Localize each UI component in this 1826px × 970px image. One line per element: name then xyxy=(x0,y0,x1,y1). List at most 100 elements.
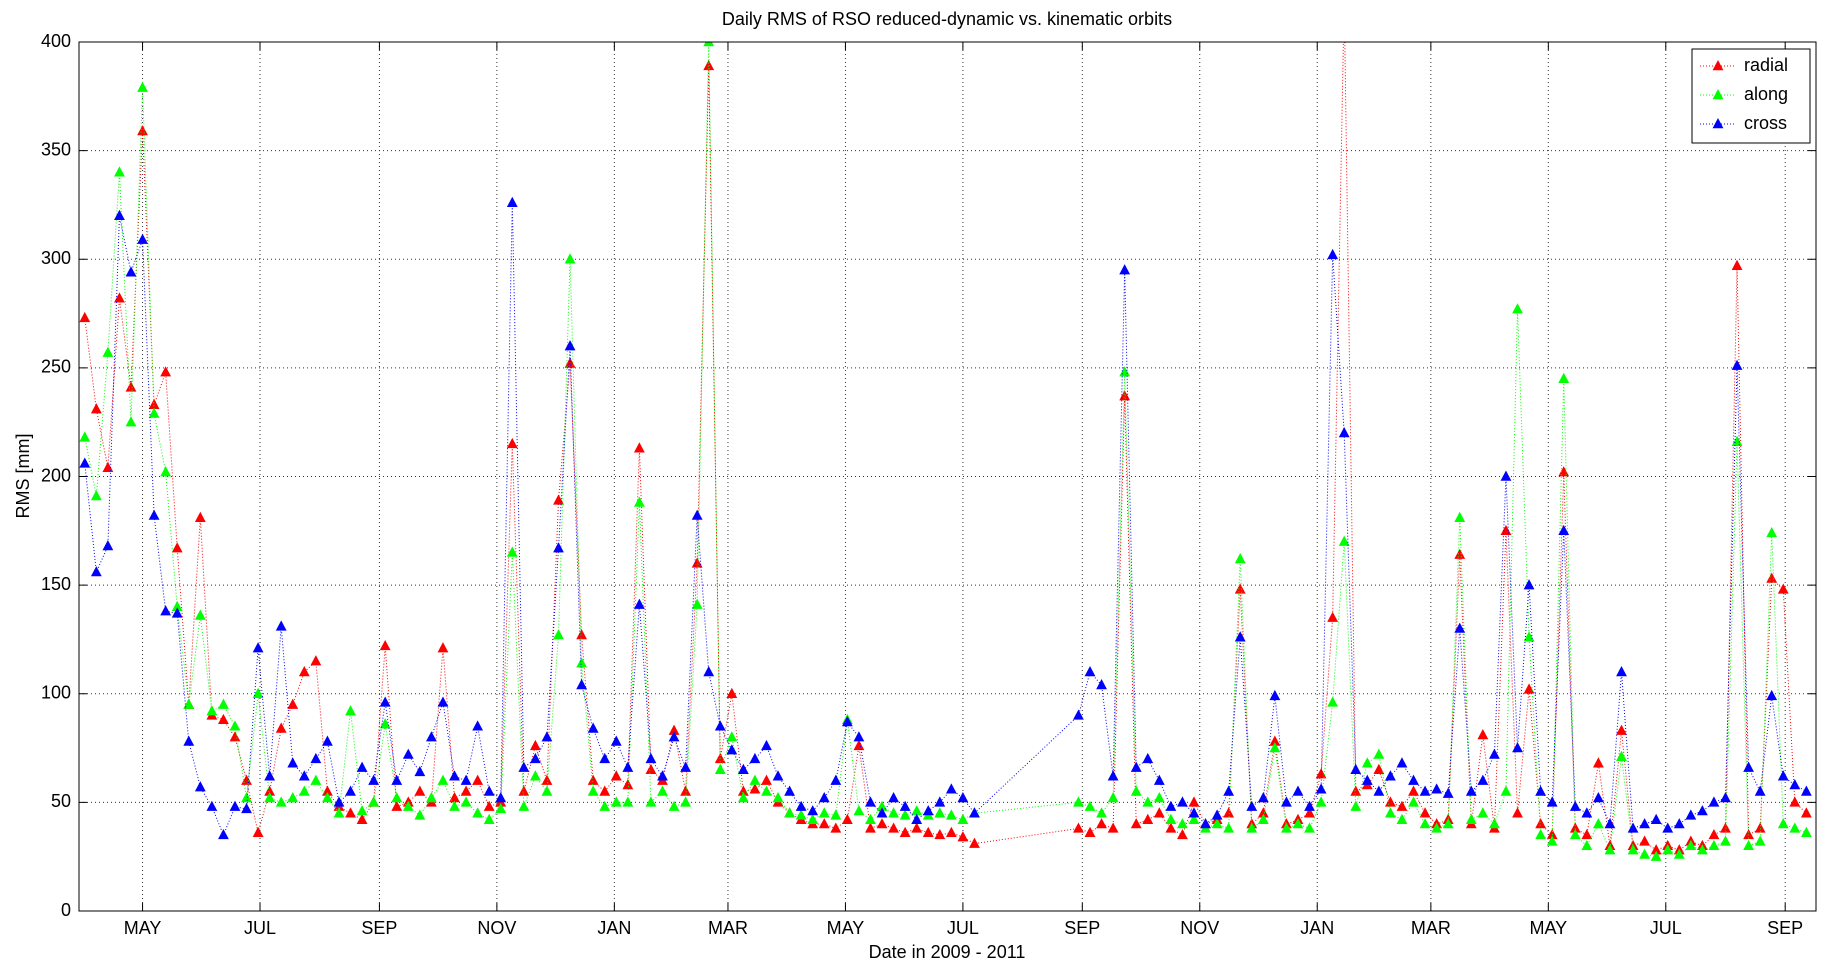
marker xyxy=(1304,807,1315,818)
marker xyxy=(506,437,518,449)
marker xyxy=(264,770,276,781)
marker xyxy=(1696,844,1708,855)
marker xyxy=(183,735,195,746)
marker xyxy=(275,722,287,733)
marker xyxy=(1489,748,1500,759)
marker xyxy=(79,431,91,442)
marker xyxy=(90,566,102,577)
marker xyxy=(1720,835,1731,846)
marker xyxy=(1708,828,1720,840)
marker xyxy=(761,774,772,785)
marker xyxy=(1211,809,1223,820)
marker xyxy=(137,233,148,244)
marker xyxy=(1731,359,1743,370)
marker xyxy=(691,557,703,568)
marker xyxy=(726,744,738,755)
marker xyxy=(772,770,784,781)
marker xyxy=(148,509,160,520)
marker xyxy=(1569,828,1581,840)
marker xyxy=(1084,666,1096,677)
marker xyxy=(171,542,183,553)
x-tick-label: MAR xyxy=(1411,918,1451,938)
x-tick-label: MAY xyxy=(827,918,865,938)
marker xyxy=(1073,796,1084,807)
marker xyxy=(1084,826,1096,837)
chart-title: Daily RMS of RSO reduced-dynamic vs. kin… xyxy=(722,9,1172,29)
marker xyxy=(934,828,946,840)
marker xyxy=(333,796,345,807)
marker xyxy=(379,639,391,651)
marker xyxy=(680,761,692,772)
marker xyxy=(1130,818,1142,829)
marker xyxy=(1281,822,1292,833)
marker xyxy=(1188,813,1200,824)
marker xyxy=(460,774,472,785)
marker xyxy=(1500,785,1512,796)
marker xyxy=(1442,787,1454,798)
marker xyxy=(1569,800,1581,811)
marker xyxy=(472,774,484,785)
marker xyxy=(218,698,229,709)
marker xyxy=(737,792,749,803)
marker xyxy=(645,752,657,764)
marker xyxy=(1777,770,1789,781)
marker xyxy=(1454,622,1466,633)
marker xyxy=(922,826,934,837)
marker xyxy=(252,642,264,653)
marker xyxy=(969,807,980,818)
marker xyxy=(945,783,957,794)
y-tick-label: 50 xyxy=(51,791,71,811)
marker xyxy=(414,809,426,820)
marker xyxy=(622,761,634,772)
x-tick-label: SEP xyxy=(1767,918,1803,938)
marker xyxy=(137,81,148,92)
marker xyxy=(784,785,795,796)
marker xyxy=(1477,807,1489,818)
marker xyxy=(1188,796,1200,807)
marker xyxy=(518,800,530,811)
marker xyxy=(888,822,899,833)
marker xyxy=(1096,679,1107,690)
marker xyxy=(784,807,795,818)
marker xyxy=(1500,524,1512,536)
x-tick-label: JAN xyxy=(597,918,631,938)
marker xyxy=(1096,818,1107,829)
marker xyxy=(818,818,830,829)
marker xyxy=(391,774,403,785)
marker xyxy=(587,774,599,785)
marker xyxy=(1650,844,1662,855)
marker xyxy=(541,774,553,785)
marker xyxy=(252,687,264,698)
marker xyxy=(322,785,333,796)
marker xyxy=(1673,848,1685,859)
marker xyxy=(529,739,541,751)
marker xyxy=(460,785,472,796)
marker xyxy=(714,720,726,731)
marker xyxy=(680,796,692,807)
marker xyxy=(1777,818,1789,829)
legend-label: along xyxy=(1744,84,1788,104)
marker xyxy=(264,792,276,803)
marker xyxy=(1269,742,1281,753)
marker xyxy=(1153,807,1165,818)
marker xyxy=(1327,696,1339,707)
marker xyxy=(137,125,148,136)
marker xyxy=(1361,757,1373,768)
marker xyxy=(1304,822,1315,833)
marker xyxy=(1223,807,1235,818)
marker xyxy=(1396,757,1408,768)
marker xyxy=(1766,572,1778,583)
marker xyxy=(379,718,391,729)
x-tick-label: JUL xyxy=(244,918,276,938)
marker xyxy=(911,822,923,833)
marker xyxy=(807,813,819,824)
marker xyxy=(1223,785,1235,796)
marker xyxy=(888,807,899,818)
marker xyxy=(449,800,460,811)
marker xyxy=(749,774,761,785)
marker xyxy=(1523,579,1535,590)
marker xyxy=(194,511,206,522)
marker xyxy=(345,705,356,716)
marker xyxy=(1743,839,1754,851)
marker xyxy=(1408,796,1419,807)
